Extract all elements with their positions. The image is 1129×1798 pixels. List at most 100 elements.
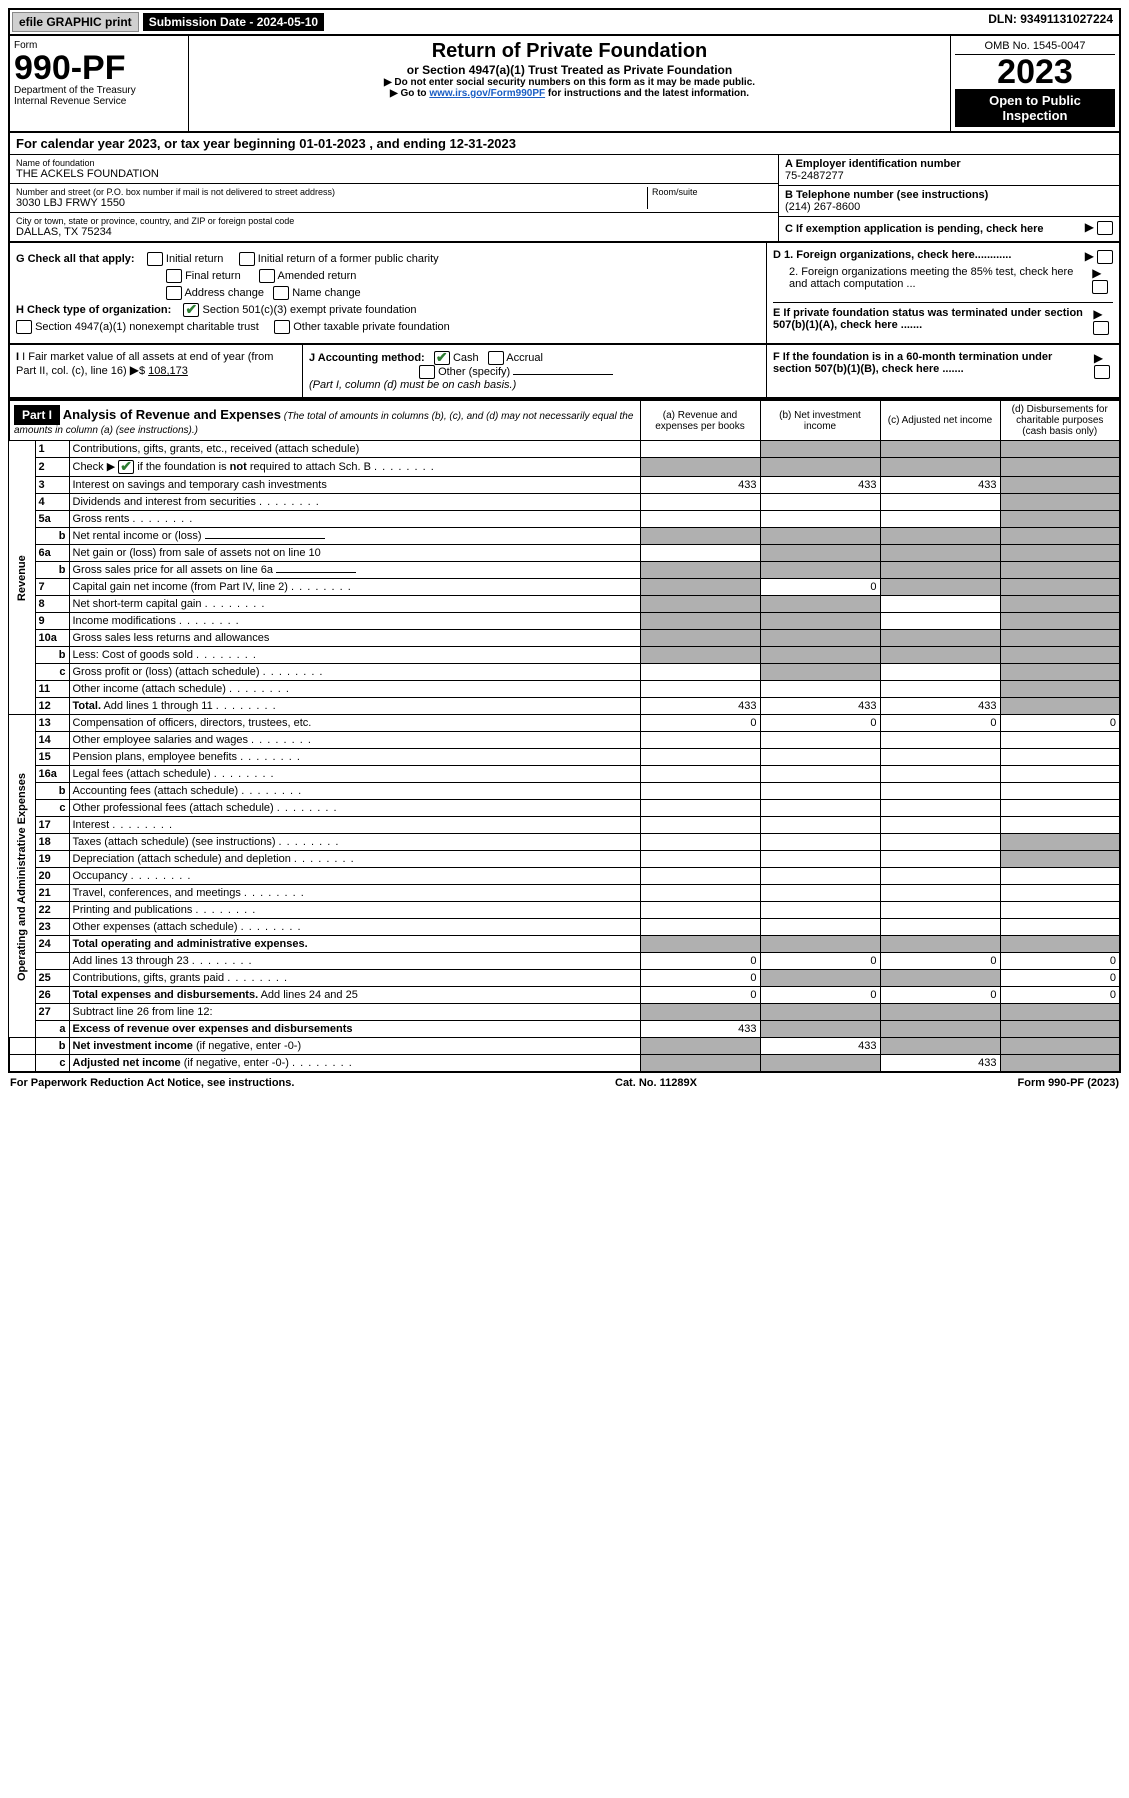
city-state-zip: DALLAS, TX 75234: [16, 226, 772, 238]
part1-table: Part I Analysis of Revenue and Expenses …: [8, 399, 1121, 1073]
v3c: 433: [880, 477, 1000, 494]
v25d: 0: [1000, 970, 1120, 987]
v13c: 0: [880, 715, 1000, 732]
row-10c: Gross profit or (loss) (attach schedule): [69, 664, 640, 681]
calendar-year-line: For calendar year 2023, or tax year begi…: [8, 133, 1121, 155]
sch-b-checkbox[interactable]: [118, 460, 134, 474]
page-footer: For Paperwork Reduction Act Notice, see …: [8, 1073, 1121, 1089]
amended-return-checkbox[interactable]: [259, 269, 275, 283]
501c3-checkbox[interactable]: [183, 303, 199, 317]
row-2: Check ▶ if the foundation is not require…: [69, 458, 640, 477]
j-label: J Accounting method:: [309, 352, 425, 364]
other-taxable-checkbox[interactable]: [274, 320, 290, 334]
v13d: 0: [1000, 715, 1120, 732]
h-label: H Check type of organization:: [16, 304, 171, 316]
exemption-pending-label: C If exemption application is pending, c…: [785, 223, 1044, 235]
v27a: 433: [640, 1021, 760, 1038]
row-17: Interest: [69, 817, 640, 834]
row-25: Contributions, gifts, grants paid: [69, 970, 640, 987]
revenue-side-label: Revenue: [9, 441, 35, 715]
row-6b: Gross sales price for all assets on line…: [69, 562, 640, 579]
form-number: 990-PF: [14, 51, 184, 85]
exemption-pending-checkbox[interactable]: [1097, 221, 1113, 235]
row-8: Net short-term capital gain: [69, 596, 640, 613]
d2-label: 2. Foreign organizations meeting the 85%…: [789, 266, 1092, 294]
dln-label: DLN: 93491131027224: [982, 10, 1119, 34]
final-return-checkbox[interactable]: [166, 269, 182, 283]
row-27a: Excess of revenue over expenses and disb…: [69, 1021, 640, 1038]
row-5b: Net rental income or (loss): [69, 528, 640, 545]
row-4: Dividends and interest from securities: [69, 494, 640, 511]
v24b: 0: [760, 953, 880, 970]
form-ref: Form 990-PF (2023): [1018, 1077, 1120, 1089]
initial-return-former-checkbox[interactable]: [239, 252, 255, 266]
form-header: Form 990-PF Department of the Treasury I…: [8, 36, 1121, 133]
row-21: Travel, conferences, and meetings: [69, 885, 640, 902]
v12b: 433: [760, 698, 880, 715]
d1-label: D 1. Foreign organizations, check here..…: [773, 249, 1011, 264]
row-13: Compensation of officers, directors, tru…: [69, 715, 640, 732]
foreign-85-checkbox[interactable]: [1092, 280, 1108, 294]
v24c: 0: [880, 953, 1000, 970]
v7b: 0: [760, 579, 880, 596]
row-15: Pension plans, employee benefits: [69, 749, 640, 766]
open-public-badge: Open to Public Inspection: [955, 89, 1115, 127]
v27c: 433: [880, 1055, 1000, 1073]
accrual-checkbox[interactable]: [488, 351, 504, 365]
foundation-name: THE ACKELS FOUNDATION: [16, 168, 772, 180]
row-22: Printing and publications: [69, 902, 640, 919]
other-method-checkbox[interactable]: [419, 365, 435, 379]
fmv-value: 108,173: [148, 365, 188, 377]
v24d: 0: [1000, 953, 1120, 970]
60month-checkbox[interactable]: [1094, 365, 1110, 379]
address: 3030 LBJ FRWY 1550: [16, 197, 647, 209]
row-20: Occupancy: [69, 868, 640, 885]
expenses-side-label: Operating and Administrative Expenses: [9, 715, 35, 1038]
foreign-org-checkbox[interactable]: [1097, 250, 1113, 264]
col-c-header: (c) Adjusted net income: [880, 400, 1000, 441]
entity-info-block: Name of foundation THE ACKELS FOUNDATION…: [8, 155, 1121, 243]
row-9: Income modifications: [69, 613, 640, 630]
room-label: Room/suite: [652, 187, 772, 197]
row-19: Depreciation (attach schedule) and deple…: [69, 851, 640, 868]
terminated-checkbox[interactable]: [1093, 321, 1109, 335]
row-10b: Less: Cost of goods sold: [69, 647, 640, 664]
form-note-link: ▶ Go to www.irs.gov/Form990PF for instru…: [193, 88, 946, 99]
f-label: F If the foundation is in a 60-month ter…: [773, 351, 1094, 379]
initial-return-checkbox[interactable]: [147, 252, 163, 266]
part1-title: Analysis of Revenue and Expenses: [63, 407, 281, 422]
irs-link[interactable]: www.irs.gov/Form990PF: [429, 88, 545, 99]
cash-checkbox[interactable]: [434, 351, 450, 365]
v13a: 0: [640, 715, 760, 732]
col-d-header: (d) Disbursements for charitable purpose…: [1000, 400, 1120, 441]
v13b: 0: [760, 715, 880, 732]
col-b-header: (b) Net investment income: [760, 400, 880, 441]
j-note: (Part I, column (d) must be on cash basi…: [309, 379, 760, 391]
checks-gh-block: G Check all that apply: Initial return I…: [8, 243, 1121, 345]
efile-print-button[interactable]: efile GRAPHIC print: [12, 12, 139, 32]
v26a: 0: [640, 987, 760, 1004]
row-12: Total. Add lines 1 through 11: [69, 698, 640, 715]
4947a1-checkbox[interactable]: [16, 320, 32, 334]
v26d: 0: [1000, 987, 1120, 1004]
address-change-checkbox[interactable]: [166, 286, 182, 300]
cat-no: Cat. No. 11289X: [615, 1077, 697, 1089]
row-24: Total operating and administrative expen…: [69, 936, 640, 953]
form-title: Return of Private Foundation: [193, 40, 946, 63]
v26c: 0: [880, 987, 1000, 1004]
v12c: 433: [880, 698, 1000, 715]
v3a: 433: [640, 477, 760, 494]
v27b: 433: [760, 1038, 880, 1055]
row-10a: Gross sales less returns and allowances: [69, 630, 640, 647]
row-27b: Net investment income (if negative, ente…: [69, 1038, 640, 1055]
name-change-checkbox[interactable]: [273, 286, 289, 300]
v24a: 0: [640, 953, 760, 970]
row-16b: Accounting fees (attach schedule): [69, 783, 640, 800]
row-5a: Gross rents: [69, 511, 640, 528]
row-26: Total expenses and disbursements. Add li…: [69, 987, 640, 1004]
row-11: Other income (attach schedule): [69, 681, 640, 698]
i-label: I: [16, 351, 19, 363]
v25a: 0: [640, 970, 760, 987]
ijf-block: I I Fair market value of all assets at e…: [8, 345, 1121, 399]
g-label: G Check all that apply:: [16, 253, 135, 265]
